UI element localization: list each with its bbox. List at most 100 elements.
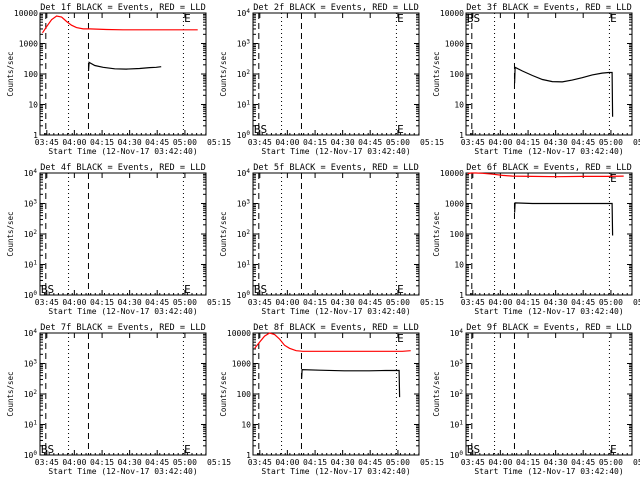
x-tick-label: 04:30 [544, 298, 568, 307]
y-tick-label: 101 [24, 260, 38, 270]
x-tick-label: 04:30 [118, 298, 142, 307]
panel-title: Det 6f BLACK = Events, RED = LLD [466, 163, 632, 173]
x-tick-label: 05:15 [420, 298, 444, 307]
y-tick-label: 104 [24, 168, 38, 178]
y-tick-label: 10 [454, 101, 464, 110]
y-axis-label: Counts/sec [219, 51, 228, 96]
x-tick-label: 04:45 [358, 458, 382, 467]
x-tick-label: 04:15 [516, 298, 540, 307]
x-tick-label: 04:00 [62, 298, 86, 307]
x-tick-label: 04:45 [358, 138, 382, 147]
y-axis-label: Counts/sec [6, 211, 15, 256]
plot-frame [39, 332, 207, 456]
x-tick-label: 04:45 [145, 298, 169, 307]
x-tick-label: 05:15 [207, 138, 231, 147]
y-tick-label: 100 [237, 130, 251, 140]
y-tick-label: 103 [237, 199, 251, 209]
y-tick-label: 102 [24, 389, 38, 399]
x-tick-label: 03:45 [461, 458, 485, 467]
y-tick-label: 1 [459, 131, 464, 140]
panel-det-9: Det 9f BLACK = Events, RED = LLD 100 101 10… [432, 323, 640, 476]
x-tick-label: 05:00 [599, 458, 623, 467]
x-tick-label: 04:30 [118, 458, 142, 467]
x-tick-label: 05:00 [386, 458, 410, 467]
x-axis-label: Start Time (12-Nov-17 03:42:40) [48, 147, 197, 156]
y-tick-label: 101 [237, 100, 251, 110]
y-tick-label: 1 [33, 131, 38, 140]
x-tick-label: 05:15 [633, 298, 640, 307]
x-tick-label: 03:45 [461, 138, 485, 147]
plot-frame [465, 172, 633, 296]
y-tick-label: 100 [24, 450, 38, 460]
x-tick-label: 05:00 [386, 298, 410, 307]
x-tick-label: 05:00 [173, 138, 197, 147]
panel-det-6: Det 6f BLACK = Events, RED = LLD 1 10 100 10… [432, 163, 640, 316]
marker-letter-e: E [610, 172, 617, 185]
x-tick-label: 04:45 [571, 458, 595, 467]
x-tick-label: 05:15 [207, 458, 231, 467]
x-tick-label: 03:45 [35, 298, 59, 307]
x-tick-label: 04:00 [275, 298, 299, 307]
y-axis-label: Counts/sec [6, 371, 15, 416]
x-tick-label: 04:30 [544, 138, 568, 147]
x-axis-label: Start Time (12-Nov-17 03:42:40) [261, 307, 410, 316]
x-tick-label: 04:45 [358, 298, 382, 307]
panel-title: Det 3f BLACK = Events, RED = LLD [466, 3, 632, 13]
plot-frame [39, 172, 207, 296]
marker-letter-e: E [610, 443, 617, 456]
y-tick-label: 104 [237, 168, 251, 178]
y-tick-label: 100 [450, 450, 464, 460]
plot-frame [252, 172, 420, 296]
x-tick-label: 04:30 [118, 138, 142, 147]
lld-series-line [42, 15, 198, 34]
x-tick-label: 04:15 [516, 138, 540, 147]
x-axis-label: Start Time (12-Nov-17 03:42:40) [261, 147, 410, 156]
y-tick-label: 100 [24, 70, 39, 79]
plot-frame [465, 332, 633, 456]
y-tick-label: 1 [459, 291, 464, 300]
panel-det-2: Det 2f BLACK = Events, RED = LLD 100 101 10… [219, 3, 444, 156]
x-tick-label: 04:00 [62, 138, 86, 147]
x-axis-label: Start Time (12-Nov-17 03:42:40) [474, 307, 623, 316]
x-tick-label: 04:00 [275, 138, 299, 147]
x-tick-label: 04:30 [331, 298, 355, 307]
panel-title: Det 5f BLACK = Events, RED = LLD [253, 163, 419, 173]
y-tick-label: 103 [24, 199, 38, 209]
y-tick-label: 101 [237, 260, 251, 270]
x-tick-label: 03:45 [35, 458, 59, 467]
x-tick-label: 03:45 [248, 138, 272, 147]
marker-letter-bs: BS [41, 443, 54, 456]
marker-letter-e: E [184, 12, 191, 25]
panel-title: Det 1f BLACK = Events, RED = LLD [40, 3, 206, 13]
y-axis-label: Counts/sec [219, 211, 228, 256]
x-axis-label: Start Time (12-Nov-17 03:42:40) [48, 467, 197, 476]
y-axis-label: Counts/sec [432, 211, 441, 256]
x-tick-label: 04:15 [90, 298, 114, 307]
panel-det-5: Det 5f BLACK = Events, RED = LLD 100 101 10… [219, 163, 444, 316]
y-tick-label: 1 [246, 451, 251, 460]
y-tick-label: 100 [450, 70, 465, 79]
y-tick-label: 1000 [232, 360, 251, 369]
x-tick-label: 04:00 [488, 138, 512, 147]
y-tick-label: 10000 [440, 9, 464, 18]
lld-series-line [467, 172, 624, 178]
x-tick-label: 05:00 [173, 298, 197, 307]
y-tick-label: 1000 [19, 40, 38, 49]
x-tick-label: 03:45 [35, 138, 59, 147]
y-axis-label: Counts/sec [219, 371, 228, 416]
x-tick-label: 04:45 [145, 458, 169, 467]
x-tick-label: 05:00 [599, 138, 623, 147]
x-tick-label: 03:45 [461, 298, 485, 307]
x-tick-label: 04:30 [331, 138, 355, 147]
x-tick-label: 04:00 [488, 298, 512, 307]
panel-title: Det 7f BLACK = Events, RED = LLD [40, 323, 206, 333]
x-tick-label: 05:15 [633, 138, 640, 147]
x-tick-label: 05:00 [599, 298, 623, 307]
x-tick-label: 04:15 [303, 298, 327, 307]
panel-det-7: Det 7f BLACK = Events, RED = LLD 100 101 10… [6, 323, 231, 476]
x-tick-label: 04:15 [303, 138, 327, 147]
plot-frame [39, 12, 207, 136]
marker-letter-bs: BS [467, 443, 480, 456]
marker-letter-e: E [397, 123, 404, 136]
marker-letter-bs: BS [254, 283, 267, 296]
